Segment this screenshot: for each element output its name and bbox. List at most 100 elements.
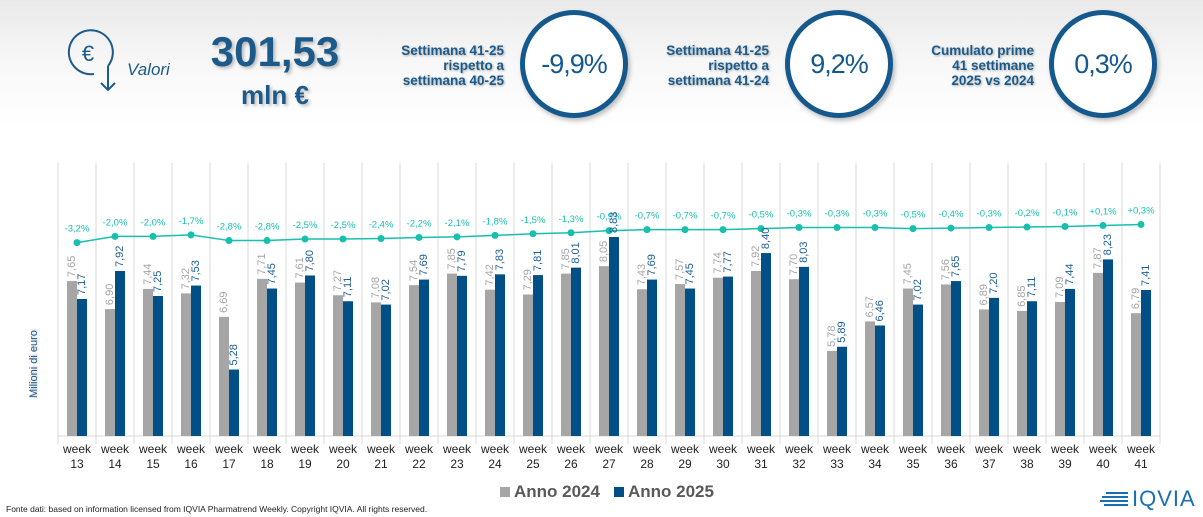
cumulative-label: +0,3% xyxy=(1127,205,1155,216)
bar-label-2025: 8,01 xyxy=(570,242,582,263)
x-tick-label: 16 xyxy=(184,457,198,471)
bar-2025 xyxy=(343,301,353,436)
bar-label-2024: 7,85 xyxy=(560,248,572,269)
bar-label-2024: 7,61 xyxy=(294,257,306,278)
bar-2024 xyxy=(67,281,77,436)
x-tick-label: 41 xyxy=(1134,457,1148,471)
bar-2025 xyxy=(875,325,885,436)
bar-label-2024: 7,42 xyxy=(484,264,496,285)
x-tick-label: week xyxy=(898,442,928,456)
bar-2025 xyxy=(913,304,923,436)
x-tick-label: 18 xyxy=(260,457,274,471)
cumulative-point xyxy=(795,224,803,232)
x-tick-label: week xyxy=(62,442,92,456)
bar-2025 xyxy=(837,346,847,436)
kpi-label-line: rispetto a xyxy=(708,58,769,73)
cumulative-label: -0,2% xyxy=(1015,208,1040,219)
bar-label-2025: 7,20 xyxy=(988,272,1000,293)
bar-label-2025: 8,40 xyxy=(760,228,772,249)
cumulative-point xyxy=(719,226,727,234)
cumulative-label: -2,2% xyxy=(407,218,432,229)
bar-label-2025: 7,80 xyxy=(304,250,316,271)
bar-2024 xyxy=(903,288,913,436)
cumulative-point xyxy=(415,233,423,241)
bar-2025 xyxy=(533,275,543,436)
bar-label-2025: 6,46 xyxy=(874,300,886,321)
x-tick-label: week xyxy=(290,442,320,456)
bar-label-2025: 7,53 xyxy=(190,260,202,281)
kpi-label-line: Settimana 41-25 xyxy=(401,43,504,58)
x-tick-label: 36 xyxy=(944,457,958,471)
x-tick-label: week xyxy=(746,442,776,456)
bar-2024 xyxy=(105,309,115,436)
cumulative-point xyxy=(263,237,271,245)
kpi-label-line: rispetto a xyxy=(443,58,504,73)
x-tick-label: 24 xyxy=(488,457,502,471)
x-tick-label: week xyxy=(1126,442,1156,456)
bar-label-2024: 7,57 xyxy=(674,259,686,280)
bar-2025 xyxy=(761,253,771,436)
bar-label-2025: 7,69 xyxy=(646,254,658,275)
bar-2024 xyxy=(751,270,761,436)
bar-2024 xyxy=(789,279,799,436)
x-tick-label: week xyxy=(784,442,814,456)
cumulative-point xyxy=(491,231,499,239)
bar-label-2025: 7,45 xyxy=(266,263,278,284)
bar-2024 xyxy=(447,273,457,436)
cumulative-label: -0,7% xyxy=(635,211,660,222)
bar-2024 xyxy=(1131,313,1141,436)
bar-label-2024: 5,78 xyxy=(826,325,838,346)
x-tick-label: week xyxy=(176,442,206,456)
total-unit: mln € xyxy=(241,80,309,110)
x-tick-label: week xyxy=(936,442,966,456)
x-tick-label: week xyxy=(100,442,130,456)
cumulative-point xyxy=(225,237,233,245)
bar-2025 xyxy=(495,274,505,436)
bar-2024 xyxy=(219,316,229,436)
bar-label-2025: 5,89 xyxy=(836,321,848,342)
x-tick-label: week xyxy=(822,442,852,456)
bar-label-2025: 7,65 xyxy=(950,256,962,277)
cumulative-point xyxy=(871,224,879,232)
cumulative-point xyxy=(73,239,81,247)
cumulative-point xyxy=(567,229,575,237)
bar-2024 xyxy=(523,294,533,436)
x-tick-label: week xyxy=(632,442,662,456)
x-tick-label: week xyxy=(1050,442,1080,456)
cumulative-point xyxy=(1023,223,1031,231)
bar-label-2025: 8,03 xyxy=(798,241,810,262)
cumulative-label: -0,7% xyxy=(673,211,698,222)
legend-label-2025: Anno 2025 xyxy=(627,482,714,501)
cumulative-label: -2,8% xyxy=(217,222,242,233)
iqvia-logo: IQVIA xyxy=(1100,488,1196,510)
x-tick-label: 17 xyxy=(222,457,236,471)
x-tick-label: 29 xyxy=(678,457,692,471)
bar-2025 xyxy=(609,237,619,436)
x-tick-label: week xyxy=(366,442,396,456)
kpi-weekly-vs-previous-value: -9,9% xyxy=(520,10,628,118)
bar-label-2025: 7,83 xyxy=(494,249,506,270)
x-tick-label: week xyxy=(974,442,1004,456)
cumulative-label: -1,8% xyxy=(483,216,508,227)
cumulative-point xyxy=(833,224,841,232)
cumulative-point xyxy=(453,233,461,241)
bar-label-2024: 7,56 xyxy=(940,259,952,280)
kpi-label-line: Cumulato prime xyxy=(931,43,1034,58)
cumulative-point xyxy=(187,231,195,239)
cumulative-point xyxy=(339,235,347,243)
x-tick-label: week xyxy=(214,442,244,456)
bar-2024 xyxy=(333,295,343,436)
bar-label-2025: 7,02 xyxy=(380,279,392,300)
cumulative-label: -0,7% xyxy=(711,211,736,222)
cumulative-point xyxy=(985,224,993,232)
source-footnote: Fonte dati: based on information license… xyxy=(6,504,428,514)
x-tick-label: 21 xyxy=(374,457,388,471)
cumulative-label: -2,0% xyxy=(141,217,166,228)
cumulative-point xyxy=(111,232,119,240)
bar-2024 xyxy=(295,282,305,436)
cumulative-label: -1,5% xyxy=(521,215,546,226)
bar-2024 xyxy=(181,293,191,436)
bar-2025 xyxy=(153,296,163,436)
cumulative-label: -0,5% xyxy=(749,210,774,221)
kpi-cumulative-value: 0,3% xyxy=(1049,10,1157,118)
